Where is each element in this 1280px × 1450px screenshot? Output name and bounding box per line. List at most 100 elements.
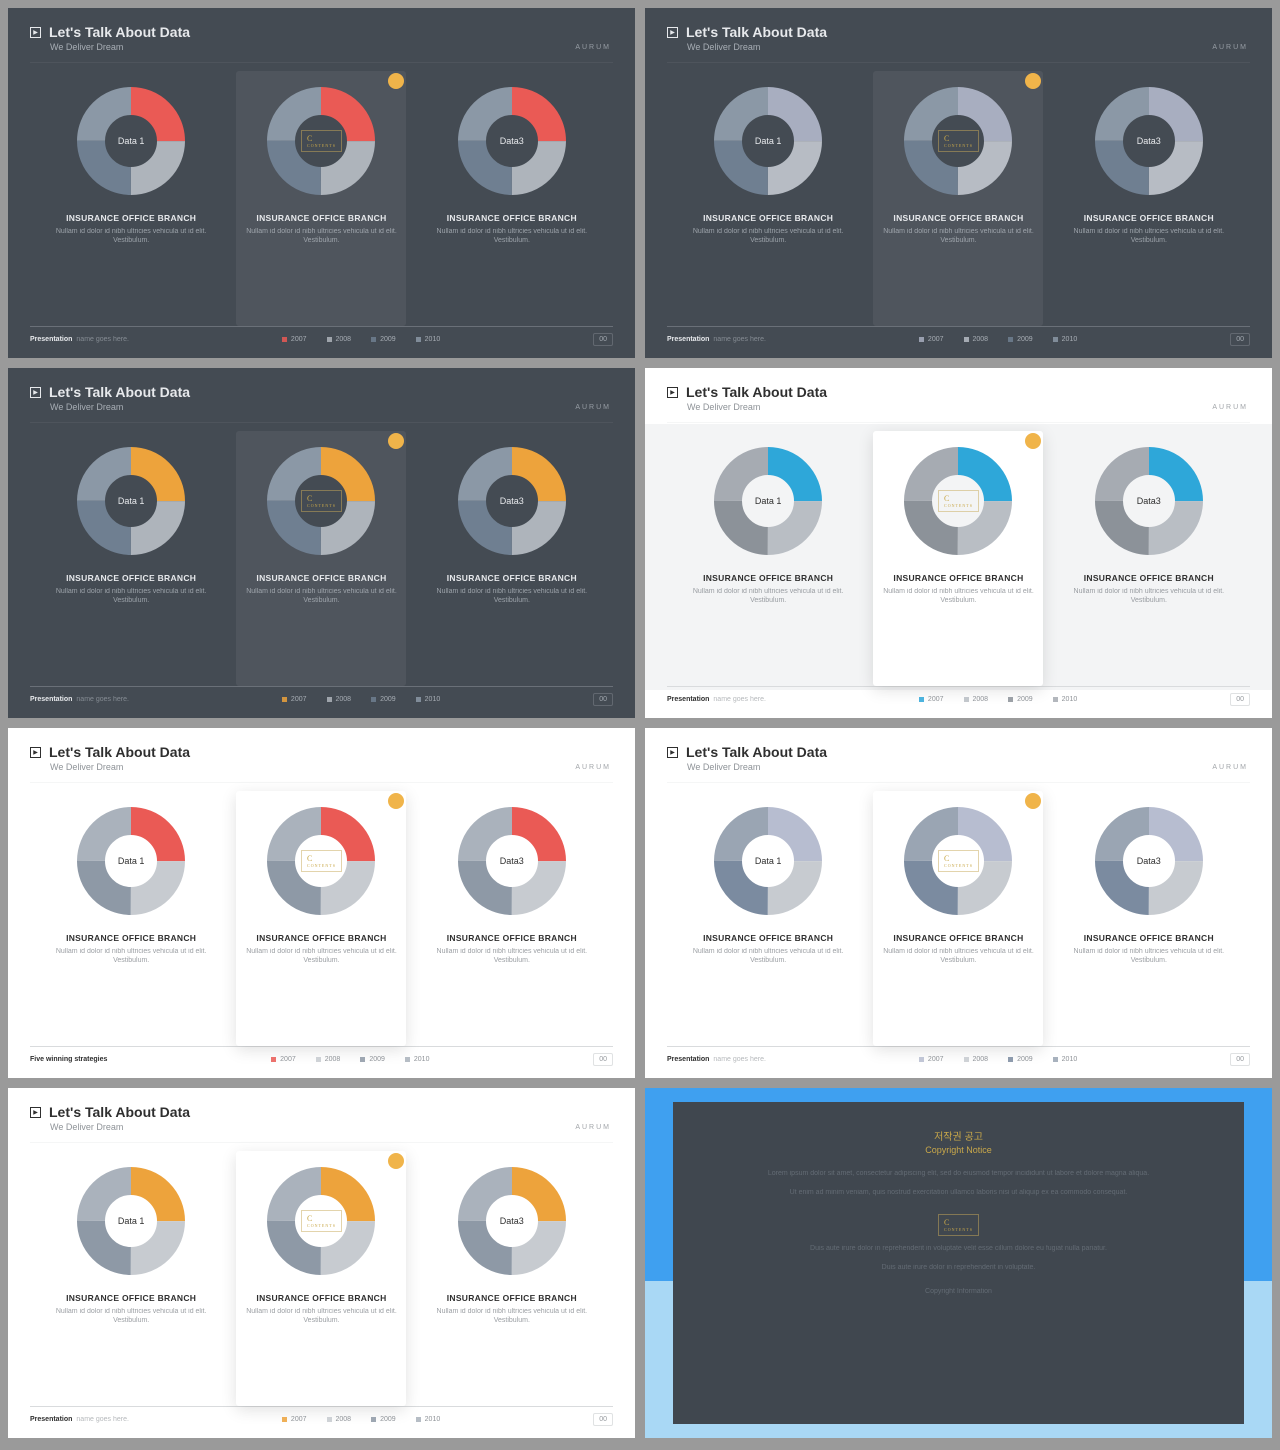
card-desc: Nullam id dolor id nibh ultricies vehicu… (879, 947, 1037, 966)
card-title: INSURANCE OFFICE BRANCH (703, 933, 833, 943)
slide-title: Let's Talk About Data (686, 384, 827, 400)
play-icon: ▶ (667, 27, 678, 38)
card-title: INSURANCE OFFICE BRANCH (66, 573, 196, 583)
card-title: INSURANCE OFFICE BRANCH (447, 1293, 577, 1303)
donut-chart: Data3 (452, 81, 572, 201)
donut-chart: CCONTENTS (261, 81, 381, 201)
donut-center-label: Data3 (1089, 81, 1209, 201)
page-number: 00 (593, 333, 613, 346)
slide: ▶ Let's Talk About Data We Deliver Dream… (8, 728, 635, 1078)
chart-card-3: Data3 INSURANCE OFFICE BRANCH Nullam id … (1064, 71, 1234, 326)
card-title: INSURANCE OFFICE BRANCH (447, 573, 577, 583)
slide-footer: Presentation name goes here. 2007 2008 2… (30, 326, 613, 346)
card-desc: Nullam id dolor id nibh ultricies vehicu… (433, 1307, 591, 1326)
copyright-line: Duis aute irure dolor in reprehenderit i… (810, 1244, 1107, 1255)
divider (30, 1142, 613, 1143)
donut-chart: Data3 (452, 1161, 572, 1281)
legend-item-2010: 2010 (416, 1416, 441, 1423)
charts-row: Data 1 INSURANCE OFFICE BRANCH Nullam id… (30, 71, 613, 326)
legend-item-2010: 2010 (1053, 696, 1078, 703)
slide-header: ▶ Let's Talk About Data (30, 744, 613, 760)
card-desc: Nullam id dolor id nibh ultricies vehicu… (689, 227, 847, 246)
copyright-title-en: Copyright Notice (925, 1145, 992, 1155)
slide-subtitle: We Deliver Dream (687, 762, 1250, 772)
card-desc: Nullam id dolor id nibh ultricies vehicu… (52, 587, 210, 606)
donut-chart: Data3 (1089, 441, 1209, 561)
card-title: INSURANCE OFFICE BRANCH (893, 933, 1023, 943)
divider (30, 782, 613, 783)
donut-center-label: Data 1 (708, 441, 828, 561)
donut-chart: Data3 (1089, 801, 1209, 921)
legend-item-2009: 2009 (360, 1056, 385, 1063)
slide-header: ▶ Let's Talk About Data (30, 1104, 613, 1120)
legend: 2007 2008 2009 2010 (282, 696, 440, 703)
legend-item-2007: 2007 (919, 336, 944, 343)
donut-center-label: Data3 (452, 81, 572, 201)
play-icon: ▶ (667, 387, 678, 398)
legend: 2007 2008 2009 2010 (919, 336, 1077, 343)
legend-item-2008: 2008 (327, 336, 352, 343)
legend: 2007 2008 2009 2010 (282, 1416, 440, 1423)
slide-footer: Presentation name goes here. 2007 2008 2… (667, 326, 1250, 346)
slide-copyright: 저작권 공고 Copyright Notice Lorem ipsum dolo… (645, 1088, 1272, 1438)
legend-item-2008: 2008 (964, 696, 989, 703)
footer-text-rest: name goes here. (76, 336, 129, 343)
slide: ▶ Let's Talk About Data We Deliver Dream… (645, 8, 1272, 358)
legend-item-2010: 2010 (405, 1056, 430, 1063)
legend-item-2007: 2007 (282, 336, 307, 343)
slide-footer: Presentation name goes here. 2007 2008 2… (30, 1406, 613, 1426)
slide: ▶ Let's Talk About Data We Deliver Dream… (645, 368, 1272, 718)
legend: 2007 2008 2009 2010 (919, 1056, 1077, 1063)
legend-item-2007: 2007 (919, 1056, 944, 1063)
slide-header: ▶ Let's Talk About Data (667, 384, 1250, 400)
footer-text: Five winning strategies (30, 1056, 107, 1063)
card-title: INSURANCE OFFICE BRANCH (1084, 933, 1214, 943)
chart-card-3: Data3 INSURANCE OFFICE BRANCH Nullam id … (1064, 431, 1234, 686)
slide-header: ▶ Let's Talk About Data (667, 24, 1250, 40)
card-desc: Nullam id dolor id nibh ultricies vehicu… (689, 587, 847, 606)
footer-text-rest: name goes here. (713, 1056, 766, 1063)
divider (667, 62, 1250, 63)
legend-item-2010: 2010 (416, 696, 441, 703)
slide-subtitle: We Deliver Dream (50, 1122, 613, 1132)
donut-chart: Data 1 (71, 441, 191, 561)
card-desc: Nullam id dolor id nibh ultricies vehicu… (242, 587, 400, 606)
slide-title: Let's Talk About Data (686, 24, 827, 40)
chart-card-1: Data 1 INSURANCE OFFICE BRANCH Nullam id… (46, 431, 216, 686)
card-title: INSURANCE OFFICE BRANCH (1084, 573, 1214, 583)
donut-center-label: Data3 (452, 801, 572, 921)
page-number: 00 (1230, 333, 1250, 346)
divider (30, 422, 613, 423)
card-title: INSURANCE OFFICE BRANCH (893, 213, 1023, 223)
card-title: INSURANCE OFFICE BRANCH (66, 213, 196, 223)
card-desc: Nullam id dolor id nibh ultricies vehicu… (433, 587, 591, 606)
donut-center-label: Data 1 (71, 81, 191, 201)
donut-chart: Data 1 (708, 441, 828, 561)
legend-item-2007: 2007 (919, 696, 944, 703)
donut-chart: CCONTENTS (261, 1161, 381, 1281)
card-desc: Nullam id dolor id nibh ultricies vehicu… (879, 227, 1037, 246)
slide: ▶ Let's Talk About Data We Deliver Dream… (645, 728, 1272, 1078)
donut-center-label: Data 1 (71, 441, 191, 561)
divider (30, 62, 613, 63)
footer-text-rest: name goes here. (76, 696, 129, 703)
chart-card-1: Data 1 INSURANCE OFFICE BRANCH Nullam id… (46, 791, 216, 1046)
legend-item-2008: 2008 (327, 1416, 352, 1423)
copyright-line: Lorem ipsum dolor sit amet, consectetur … (768, 1169, 1149, 1180)
brand-label: AURUM (575, 764, 611, 771)
legend-item-2009: 2009 (371, 696, 396, 703)
footer-text-bold: Presentation (667, 1056, 709, 1063)
legend-item-2009: 2009 (1008, 1056, 1033, 1063)
donut-center-label: Data 1 (708, 81, 828, 201)
chart-card-3: Data3 INSURANCE OFFICE BRANCH Nullam id … (427, 431, 597, 686)
donut-chart: CCONTENTS (898, 441, 1018, 561)
center-logo: CCONTENTS (301, 1210, 342, 1232)
center-logo: CCONTENTS (938, 1214, 979, 1236)
divider (667, 782, 1250, 783)
card-desc: Nullam id dolor id nibh ultricies vehicu… (1070, 947, 1228, 966)
page-number: 00 (593, 1053, 613, 1066)
legend-item-2010: 2010 (416, 336, 441, 343)
chart-card-1: Data 1 INSURANCE OFFICE BRANCH Nullam id… (683, 71, 853, 326)
badge-dot (388, 73, 404, 89)
card-desc: Nullam id dolor id nibh ultricies vehicu… (52, 227, 210, 246)
